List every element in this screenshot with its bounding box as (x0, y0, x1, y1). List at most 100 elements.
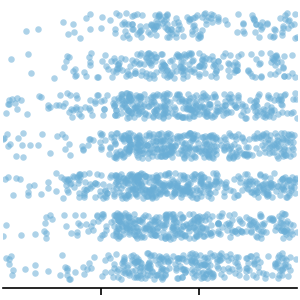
Point (181, 66, 186, 71)
Point (214, 134, 218, 139)
Point (146, 151, 150, 155)
Point (177, 187, 182, 192)
Point (213, 143, 218, 148)
Point (227, 268, 232, 273)
Point (222, 275, 227, 280)
Point (204, 263, 209, 268)
Point (106, 67, 111, 71)
Point (183, 270, 188, 274)
Point (122, 259, 126, 264)
Point (208, 230, 212, 235)
Point (279, 227, 284, 232)
Point (198, 224, 203, 229)
Point (159, 154, 164, 159)
Point (161, 115, 166, 120)
Point (117, 66, 122, 71)
Point (196, 111, 201, 116)
Point (221, 135, 226, 140)
Point (140, 216, 145, 221)
Point (165, 68, 170, 73)
Point (148, 254, 152, 259)
Point (267, 146, 272, 151)
Point (263, 108, 268, 113)
Point (125, 69, 130, 74)
Point (167, 148, 171, 153)
Point (114, 173, 118, 178)
Point (204, 110, 209, 115)
Point (197, 178, 202, 183)
Point (109, 172, 114, 177)
Point (246, 145, 251, 150)
Point (252, 224, 257, 229)
Point (227, 213, 232, 218)
Point (163, 216, 167, 221)
Point (33, 262, 38, 267)
Point (222, 92, 227, 96)
Point (174, 135, 179, 140)
Point (154, 139, 158, 143)
Point (253, 188, 258, 193)
Point (260, 188, 265, 192)
Point (206, 153, 211, 158)
Point (110, 75, 115, 80)
Point (192, 274, 197, 279)
Point (156, 11, 161, 16)
Point (172, 143, 177, 148)
Point (280, 235, 285, 240)
Point (135, 12, 140, 17)
Point (126, 137, 130, 142)
Point (236, 263, 241, 268)
Point (207, 151, 212, 156)
Point (126, 215, 131, 220)
Point (155, 112, 160, 117)
Point (190, 251, 194, 256)
Point (266, 136, 270, 141)
Point (136, 174, 141, 179)
Point (94, 214, 99, 218)
Point (135, 259, 140, 263)
Point (245, 171, 250, 176)
Point (87, 186, 92, 190)
Point (81, 146, 85, 151)
Point (253, 146, 258, 151)
Point (288, 221, 293, 226)
Point (168, 100, 173, 105)
Point (235, 67, 240, 72)
Point (140, 189, 144, 194)
Point (122, 150, 126, 155)
Point (281, 74, 286, 78)
Point (231, 70, 236, 75)
Point (141, 136, 146, 141)
Point (128, 220, 132, 225)
Point (208, 133, 212, 138)
Point (134, 262, 139, 267)
Point (70, 174, 75, 179)
Point (126, 108, 130, 112)
Point (167, 132, 172, 136)
Point (142, 188, 147, 193)
Point (283, 212, 288, 217)
Point (210, 133, 215, 137)
Point (147, 60, 152, 65)
Point (151, 114, 155, 119)
Point (148, 53, 153, 58)
Point (224, 144, 229, 148)
Point (182, 156, 186, 161)
Point (182, 191, 187, 196)
Point (264, 192, 269, 197)
Point (257, 92, 262, 97)
Point (199, 148, 203, 153)
Point (155, 184, 160, 189)
Point (224, 180, 228, 185)
Point (274, 138, 279, 142)
Point (169, 26, 174, 31)
Point (145, 113, 150, 118)
Point (113, 130, 118, 135)
Point (114, 180, 118, 184)
Point (242, 172, 247, 177)
Point (153, 139, 158, 143)
Point (74, 174, 79, 179)
Point (127, 271, 132, 275)
Point (191, 177, 196, 182)
Point (252, 262, 256, 266)
